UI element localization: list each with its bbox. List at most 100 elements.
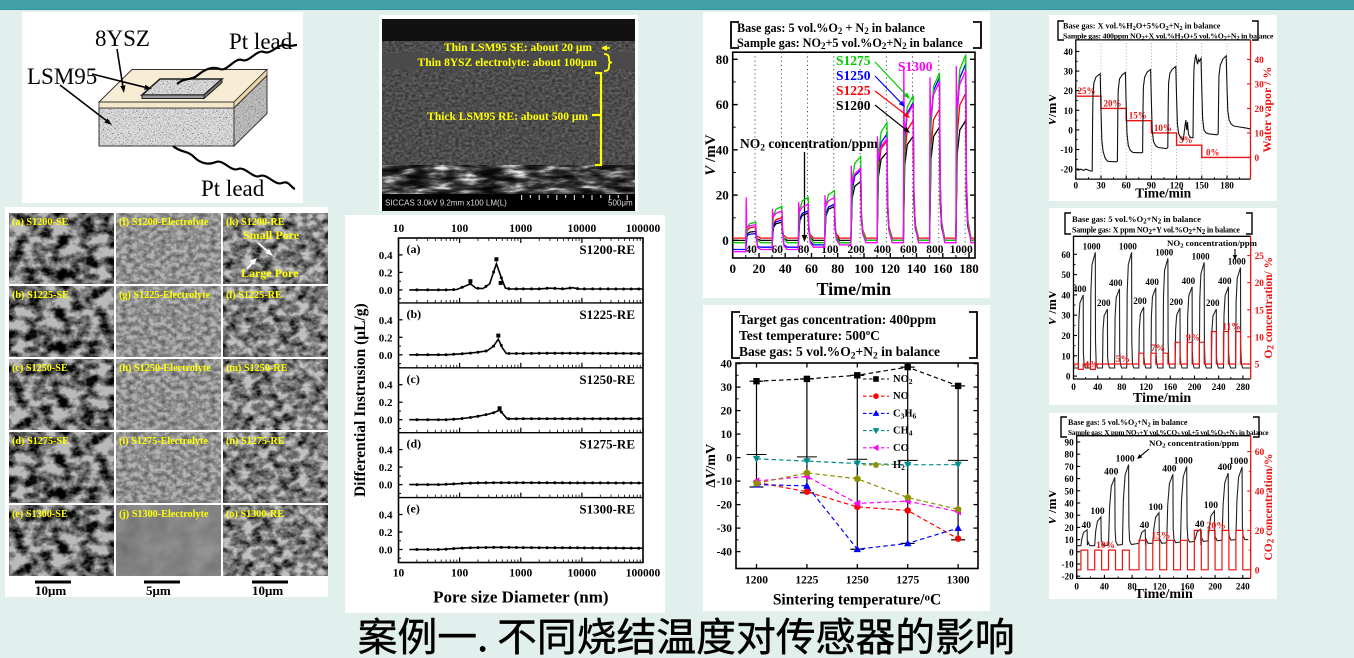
svg-text:40: 40 (1255, 55, 1265, 65)
svg-text:240: 240 (1236, 581, 1250, 591)
svg-text:50: 50 (1065, 486, 1075, 496)
svg-text:0: 0 (1074, 581, 1079, 591)
svg-text:10000: 10000 (568, 568, 597, 580)
svg-text:O2 concentration/ %: O2 concentration/ % (1263, 257, 1276, 359)
svg-text:10μm: 10μm (35, 583, 66, 597)
svg-text:30: 30 (1064, 67, 1074, 77)
svg-text:100000: 100000 (626, 568, 661, 580)
svg-text:0.2: 0.2 (379, 527, 393, 539)
svg-text:5%: 5% (1179, 135, 1193, 145)
svg-text:60: 60 (772, 244, 784, 256)
svg-text:1200: 1200 (745, 575, 768, 587)
svg-text:280: 280 (1236, 382, 1250, 392)
svg-text:CO2 concentration/%: CO2 concentration/% (1263, 453, 1276, 560)
svg-text:7%: 7% (1151, 344, 1165, 354)
svg-text:25%: 25% (1078, 86, 1096, 96)
svg-text:40: 40 (1082, 521, 1092, 531)
svg-text:(k) S1200-RE: (k) S1200-RE (226, 217, 285, 228)
svg-text:S1300-RE: S1300-RE (579, 502, 635, 517)
svg-text:1000: 1000 (1155, 247, 1174, 257)
svg-text:0: 0 (1068, 125, 1073, 135)
svg-text:0.0: 0.0 (379, 350, 393, 362)
svg-text:NO: NO (893, 391, 909, 402)
svg-text:10: 10 (1255, 332, 1265, 342)
svg-text:500μm: 500μm (608, 199, 633, 208)
svg-text:100: 100 (854, 261, 874, 276)
svg-text:400: 400 (1073, 284, 1087, 294)
svg-text:10%: 10% (1096, 541, 1115, 551)
svg-text:1000: 1000 (1229, 457, 1248, 467)
svg-text:0: 0 (1255, 153, 1260, 163)
svg-text:Time/min: Time/min (816, 279, 891, 298)
svg-text:60: 60 (805, 261, 818, 276)
svg-text:240: 240 (1212, 382, 1226, 392)
svg-text:S1275: S1275 (836, 53, 871, 68)
svg-text:-20: -20 (1061, 572, 1074, 582)
svg-text:400: 400 (1104, 467, 1119, 477)
svg-text:NO2 concentration/ppm: NO2 concentration/ppm (1149, 438, 1240, 450)
svg-text:C3H6: C3H6 (893, 408, 917, 420)
svg-text:Test temperature: 500ºC: Test temperature: 500ºC (739, 328, 880, 343)
svg-text:10: 10 (393, 223, 405, 235)
svg-text:20: 20 (716, 188, 729, 203)
svg-text:20%: 20% (1104, 98, 1122, 108)
svg-text:(n) S1275-RE: (n) S1275-RE (226, 436, 285, 447)
svg-text:40: 40 (716, 142, 729, 157)
svg-text:(o) S1300-RE: (o) S1300-RE (226, 509, 284, 520)
svg-text:Thick LSM95 RE: about 500 μm: Thick LSM95 RE: about 500 μm (427, 111, 588, 123)
svg-text:1000: 1000 (1228, 257, 1247, 267)
svg-text:120: 120 (881, 261, 901, 276)
svg-text:40: 40 (1140, 521, 1150, 531)
svg-text:1250: 1250 (846, 575, 869, 587)
svg-text:10000: 10000 (568, 223, 597, 235)
svg-text:20: 20 (753, 261, 766, 276)
svg-text:150: 150 (1195, 181, 1209, 191)
svg-text:Base gas: 5 vol.%O2+N2 in bala: Base gas: 5 vol.%O2+N2 in balance (739, 344, 940, 362)
svg-text:S1250: S1250 (836, 68, 871, 83)
svg-text:0: 0 (1069, 547, 1074, 557)
svg-text:400: 400 (1182, 276, 1196, 286)
svg-text:(g) S1225-Electrolyte: (g) S1225-Electrolyte (119, 290, 211, 301)
svg-text:(m) S1250-RE: (m) S1250-RE (226, 363, 288, 374)
svg-text:100: 100 (1204, 501, 1219, 511)
svg-text:0.0: 0.0 (379, 285, 393, 297)
svg-text:400: 400 (1109, 278, 1123, 288)
svg-text:0: 0 (1066, 372, 1071, 382)
svg-text:80: 80 (831, 261, 844, 276)
svg-text:0: 0 (1071, 382, 1076, 392)
svg-text:5μm: 5μm (146, 583, 171, 597)
svg-text:S1250-RE: S1250-RE (579, 372, 635, 387)
svg-text:-40: -40 (717, 547, 733, 559)
svg-text:(d): (d) (407, 437, 422, 451)
svg-text:1000: 1000 (1119, 241, 1138, 251)
svg-text:20: 20 (1064, 86, 1074, 96)
svg-text:140: 140 (907, 261, 927, 276)
svg-text:180: 180 (959, 261, 979, 276)
svg-text:1000: 1000 (509, 568, 532, 580)
svg-text:8YSZ: 8YSZ (95, 26, 150, 51)
svg-text:-10: -10 (1061, 560, 1074, 570)
svg-text:0: 0 (729, 261, 736, 276)
svg-text:Time/min: Time/min (1135, 186, 1191, 201)
svg-text:1275: 1275 (896, 575, 919, 587)
svg-text:0.0: 0.0 (379, 545, 393, 557)
svg-text:Water vapor / %: Water vapor / % (1260, 67, 1274, 153)
svg-text:SICCAS 3.0kV 9.2mm x100 LM(L): SICCAS 3.0kV 9.2mm x100 LM(L) (385, 199, 507, 208)
svg-text:80: 80 (1128, 581, 1138, 591)
svg-text:Sample gas: X ppm NO2+Y vol.%O: Sample gas: X ppm NO2+Y vol.%O2+N2 in ba… (1072, 226, 1240, 237)
svg-text:200: 200 (1133, 296, 1147, 306)
svg-text:40: 40 (1065, 499, 1075, 509)
svg-text:Target gas concentration: 400p: Target gas concentration: 400ppm (739, 312, 937, 327)
svg-text:20: 20 (1255, 527, 1265, 537)
svg-text:400: 400 (1162, 464, 1177, 474)
svg-text:Time/min: Time/min (1135, 587, 1193, 599)
svg-text:(e) S1300-SE: (e) S1300-SE (12, 509, 68, 520)
svg-text:50: 50 (1061, 270, 1071, 280)
svg-text:S1225-RE: S1225-RE (579, 307, 635, 322)
svg-text:0: 0 (726, 453, 732, 465)
svg-text:40: 40 (1100, 581, 1110, 591)
svg-text:0.4: 0.4 (379, 380, 393, 392)
svg-text:Base gas: 5 vol.%O2+N2 in bala: Base gas: 5 vol.%O2+N2 in balance (1072, 214, 1201, 226)
svg-text:60: 60 (716, 97, 729, 112)
svg-text:70: 70 (1065, 462, 1075, 472)
